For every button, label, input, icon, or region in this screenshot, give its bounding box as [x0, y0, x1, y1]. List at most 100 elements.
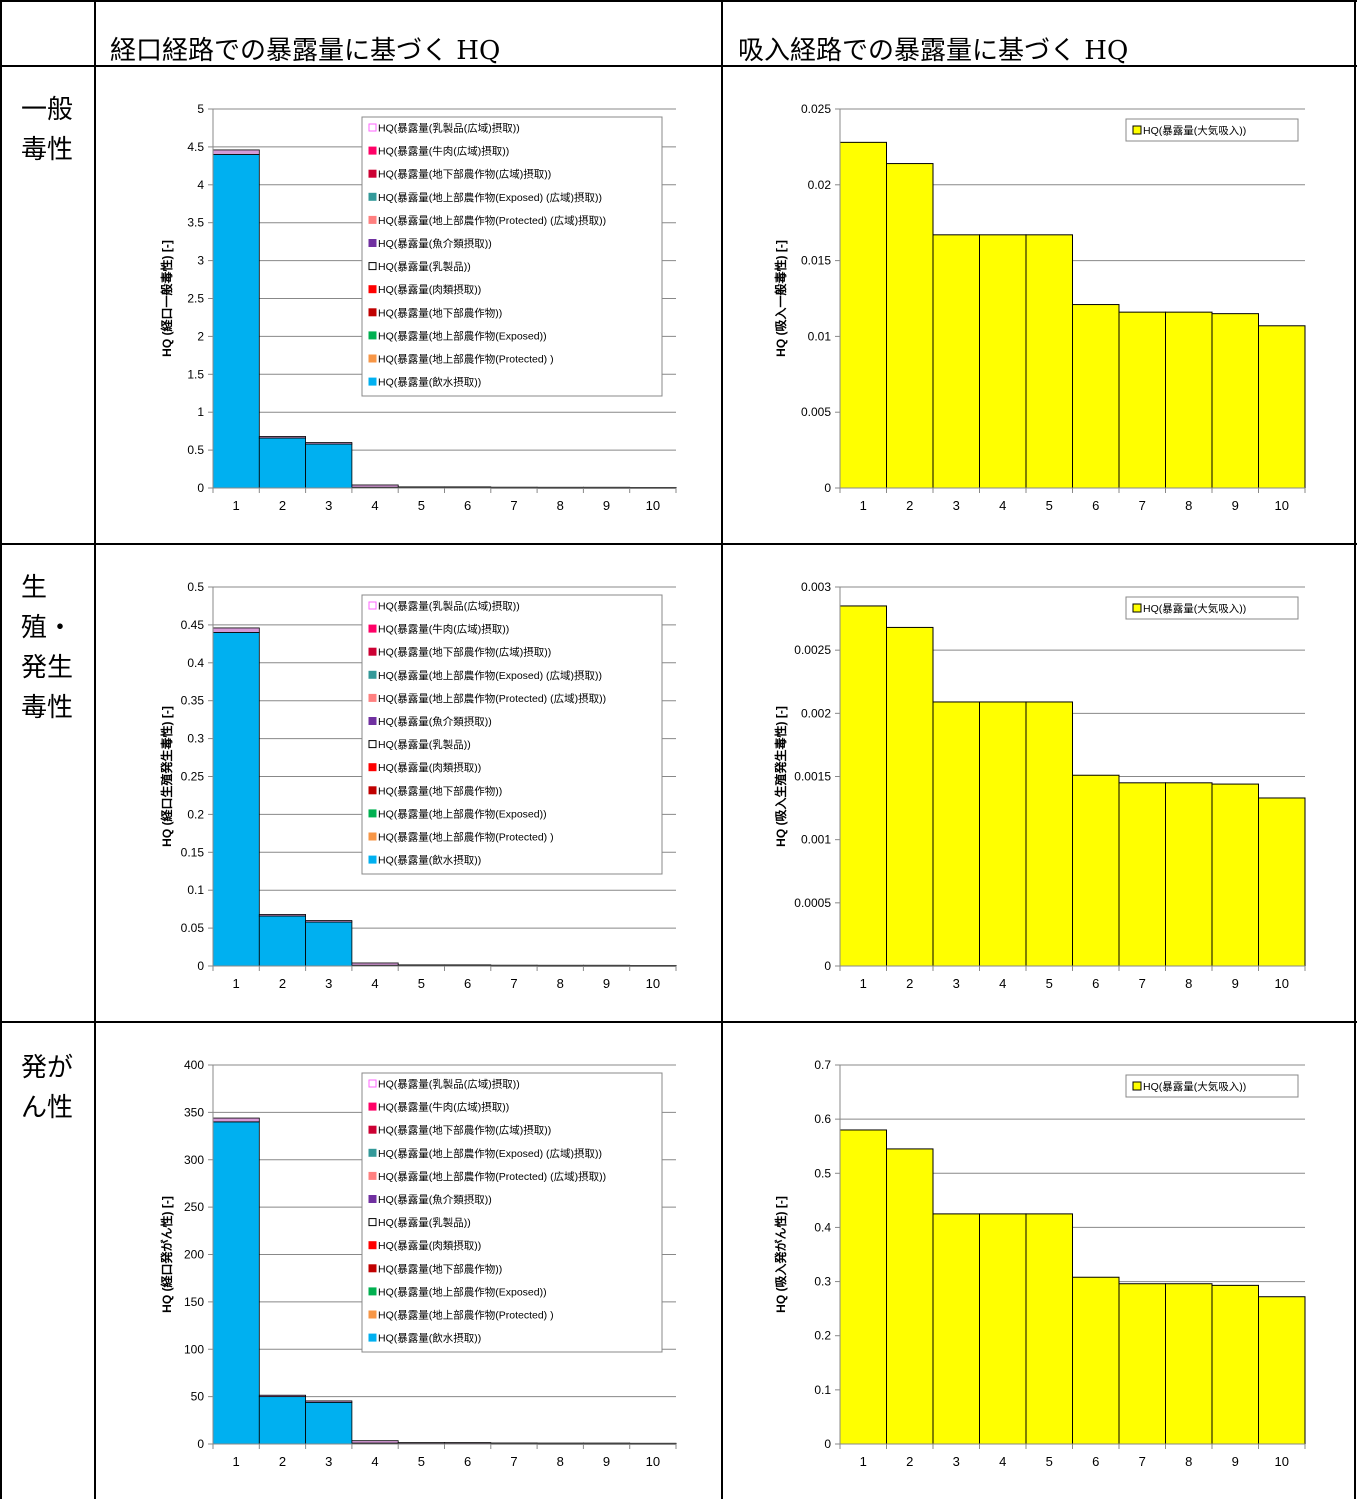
y-tick-label: 0.25 [181, 770, 205, 784]
bar [1165, 1283, 1213, 1445]
legend-swatch [368, 239, 377, 247]
bar-segment [258, 914, 307, 917]
legend-label: HQ(暴露量(大気吸入)) [1143, 124, 1246, 137]
y-tick-label: 0.6 [814, 1112, 831, 1126]
chart-inhal-carc: 0 0.1 0.2 0.3 0.4 0.5 0.6 0.7 1 2 3 4 5 6 7 8 9 10 HQ (吸入発… [773, 1058, 1306, 1469]
x-tick-label: 10 [646, 976, 660, 991]
bar [1118, 311, 1166, 489]
legend-label: HQ(暴露量(魚介類摂取)) [378, 237, 492, 250]
legend-label: HQ(暴露量(地上部農作物(Protected) (広域)摂取)) [378, 1170, 606, 1183]
y-tick-label: 0 [824, 959, 831, 973]
y-tick-label: 0.5 [187, 580, 204, 594]
x-tick-label: 9 [603, 498, 610, 513]
y-tick-label: 0.2 [187, 807, 204, 821]
legend-label: HQ(暴露量(肉類摂取)) [378, 283, 481, 296]
y-tick-label: 0.0005 [794, 896, 831, 910]
bar [1025, 234, 1073, 489]
x-tick-label: 6 [464, 976, 471, 991]
x-tick-label: 4 [371, 976, 378, 991]
y-tick-label: 5 [197, 102, 204, 116]
legend-swatch [368, 1195, 377, 1203]
x-tick-label: 4 [371, 1454, 378, 1469]
legend-swatch [368, 601, 377, 610]
y-tick-label: 150 [184, 1295, 204, 1309]
legend-swatch [1132, 1081, 1142, 1091]
x-tick-label: 6 [1092, 498, 1099, 513]
legend-swatch [368, 740, 377, 749]
legend-label: HQ(暴露量(牛肉(広域)摂取)) [378, 1101, 509, 1114]
row-label-line: 毒性 [21, 135, 74, 165]
y-tick-label: 0.025 [801, 102, 831, 116]
y-tick-label: 0 [824, 1437, 831, 1451]
x-tick-label: 7 [510, 976, 517, 991]
bar-segment [305, 921, 353, 967]
bar [1211, 783, 1259, 967]
legend-swatch [368, 192, 377, 201]
x-tick-label: 6 [464, 498, 471, 513]
table-col-divider-1 [94, 0, 96, 1499]
x-tick-label: 7 [1139, 498, 1146, 513]
bar [886, 1148, 934, 1445]
y-axis-label: HQ (経口生殖発生毒性) [-] [159, 706, 174, 847]
bar-segment [212, 627, 260, 633]
x-tick-label: 8 [1185, 976, 1192, 991]
legend-swatch [368, 215, 377, 224]
y-tick-label: 1 [197, 405, 204, 419]
legend-swatch [368, 331, 377, 340]
legend-swatch [1132, 125, 1142, 135]
x-tick-label: 1 [233, 976, 240, 991]
legend-label: HQ(暴露量(飲水摂取)) [378, 854, 481, 867]
x-tick-label: 1 [860, 498, 867, 513]
y-tick-label: 0.015 [801, 254, 831, 268]
legend-label: HQ(暴露量(乳製品(広域)摂取)) [378, 600, 520, 613]
x-tick-label: 10 [646, 1454, 660, 1469]
legend-label: HQ(暴露量(飲水摂取)) [378, 1332, 481, 1345]
bar-segment [351, 1440, 399, 1444]
y-tick-label: 2 [197, 329, 204, 343]
y-tick-label: 0.001 [801, 833, 831, 847]
row-label-line: 殖・ [21, 613, 74, 643]
x-tick-label: 9 [1232, 498, 1239, 513]
legend-label: HQ(暴露量(肉類摂取)) [378, 1239, 481, 1252]
x-tick-label: 8 [557, 976, 564, 991]
legend-box [361, 594, 663, 875]
y-tick-label: 0.5 [187, 443, 204, 457]
bar [1258, 797, 1306, 967]
legend-label: HQ(暴露量(地上部農作物(Exposed) (広域)摂取)) [378, 1147, 602, 1160]
x-tick-label: 3 [325, 498, 332, 513]
x-tick-label: 8 [1185, 498, 1192, 513]
bar-segment [212, 154, 260, 489]
y-tick-label: 0.2 [814, 1329, 831, 1343]
x-tick-label: 8 [1185, 1454, 1192, 1469]
y-tick-label: 1.5 [187, 367, 204, 381]
legend-swatch [368, 1264, 377, 1273]
y-tick-label: 0.45 [181, 618, 205, 632]
row-label-line: 一般 [21, 95, 74, 125]
legend-label: HQ(暴露量(魚介類摂取)) [378, 1193, 492, 1206]
legend-label: HQ(暴露量(地上部農作物(Exposed)) [378, 1285, 547, 1298]
bar [1258, 1296, 1306, 1445]
legend-label: HQ(暴露量(地上部農作物(Protected) ) [378, 353, 554, 366]
bar [886, 163, 934, 489]
row-label-reproductive-toxicity: 生殖・ 発生 毒性 [21, 568, 87, 728]
chart-oral-repro: 0 0.05 0.1 0.15 0.2 0.25 0.3 0.35 0.4 0.45 0.5 1 2 3 4… [159, 580, 677, 991]
bar-segment [351, 484, 399, 488]
bar [1211, 1284, 1259, 1445]
y-tick-label: 3 [197, 254, 204, 268]
y-tick-label: 4 [197, 178, 204, 192]
y-tick-label: 0.3 [814, 1275, 831, 1289]
x-tick-label: 4 [371, 498, 378, 513]
row-label-carcinogenicity: 発が ん性 [21, 1048, 87, 1128]
bar-segment [212, 149, 260, 155]
x-tick-label: 2 [906, 498, 913, 513]
x-tick-label: 4 [999, 1454, 1006, 1469]
bar-segment [444, 1442, 492, 1444]
y-tick-label: 0 [197, 959, 204, 973]
legend-label: HQ(暴露量(乳製品)) [378, 260, 471, 273]
header-inhalation: 吸入経路での暴露量に基づく HQ [738, 36, 1129, 66]
y-tick-label: 0.4 [814, 1220, 831, 1234]
legend-label: HQ(暴露量(牛肉(広域)摂取)) [378, 623, 509, 636]
x-tick-label: 3 [953, 498, 960, 513]
x-tick-label: 4 [999, 498, 1006, 513]
y-tick-label: 4.5 [187, 140, 204, 154]
